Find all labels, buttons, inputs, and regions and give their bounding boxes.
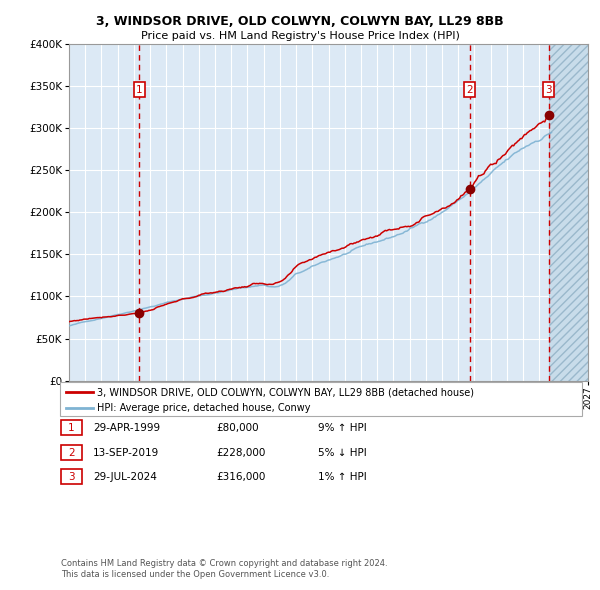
Text: 3: 3	[545, 84, 552, 94]
Text: 13-SEP-2019: 13-SEP-2019	[93, 448, 159, 457]
Text: 2: 2	[466, 84, 473, 94]
Text: 29-APR-1999: 29-APR-1999	[93, 423, 160, 432]
Text: 1: 1	[68, 423, 75, 432]
Text: 3: 3	[68, 472, 75, 481]
Text: £316,000: £316,000	[216, 472, 265, 481]
Text: This data is licensed under the Open Government Licence v3.0.: This data is licensed under the Open Gov…	[61, 571, 329, 579]
Text: 9% ↑ HPI: 9% ↑ HPI	[318, 423, 367, 432]
Text: £80,000: £80,000	[216, 423, 259, 432]
Text: Price paid vs. HM Land Registry's House Price Index (HPI): Price paid vs. HM Land Registry's House …	[140, 31, 460, 41]
Text: Contains HM Land Registry data © Crown copyright and database right 2024.: Contains HM Land Registry data © Crown c…	[61, 559, 388, 568]
Text: HPI: Average price, detached house, Conwy: HPI: Average price, detached house, Conw…	[97, 404, 311, 413]
Text: 3, WINDSOR DRIVE, OLD COLWYN, COLWYN BAY, LL29 8BB: 3, WINDSOR DRIVE, OLD COLWYN, COLWYN BAY…	[96, 15, 504, 28]
Text: £228,000: £228,000	[216, 448, 265, 457]
Text: 5% ↓ HPI: 5% ↓ HPI	[318, 448, 367, 457]
Text: 29-JUL-2024: 29-JUL-2024	[93, 472, 157, 481]
Text: 1% ↑ HPI: 1% ↑ HPI	[318, 472, 367, 481]
Text: 2: 2	[68, 448, 75, 457]
Text: 1: 1	[136, 84, 143, 94]
Bar	[549, 44, 588, 381]
Text: 3, WINDSOR DRIVE, OLD COLWYN, COLWYN BAY, LL29 8BB (detached house): 3, WINDSOR DRIVE, OLD COLWYN, COLWYN BAY…	[97, 388, 474, 397]
